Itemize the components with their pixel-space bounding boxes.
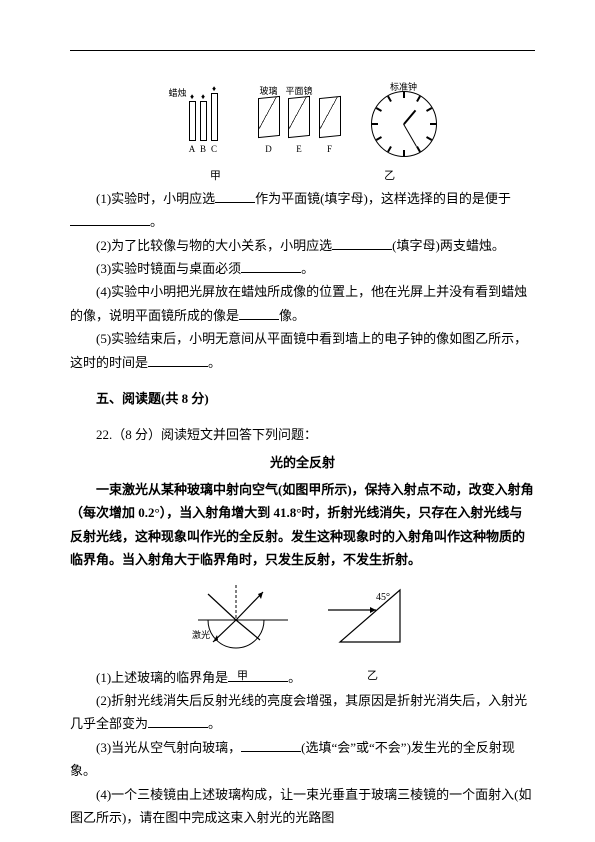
- figure-1-left-label: 甲: [210, 167, 221, 187]
- candles-group: 蜡烛 ♦ A ♦ B ♦ C: [168, 85, 217, 157]
- candle-a: ♦ A: [189, 93, 196, 157]
- q22-1: (1)上述玻璃的临界角是。: [70, 666, 535, 689]
- panels-group: 玻璃 D 平面镜 E F: [258, 83, 341, 157]
- fig2-right-label: 乙: [328, 667, 418, 687]
- figure-1-right-label: 乙: [384, 167, 395, 187]
- angle-text-svg: 45°: [376, 592, 390, 603]
- panel-e: 平面镜 E: [286, 83, 313, 157]
- q4-line: (4)实验中小明把光屏放在蜡烛所成像的位置上，他在光屏上并没有看到蜡烛的像，说明…: [70, 280, 535, 327]
- blank-5[interactable]: [148, 353, 208, 367]
- prism-diagram: 45° 乙: [328, 580, 418, 660]
- section-5-heading: 五、阅读题(共 8 分): [70, 387, 535, 410]
- passage-title: 光的全反射: [70, 451, 535, 474]
- clock-icon: [371, 91, 437, 157]
- q22-head: 22.（8 分）阅读短文并回答下列问题：: [70, 423, 535, 446]
- fig2-left-label: 甲: [188, 667, 298, 687]
- blank-3[interactable]: [241, 259, 301, 273]
- candle-side-label: 蜡烛: [168, 85, 186, 101]
- figure-2: 激光 甲 45° 乙: [70, 580, 535, 660]
- clock-group: 标准钟: [371, 79, 437, 157]
- panel-d: 玻璃 D: [258, 83, 280, 157]
- q1-line: (1)实验时，小明应选作为平面镜(填字母)，这样选择的目的是便于。: [70, 187, 535, 234]
- clock-top-label: 标准钟: [390, 79, 417, 91]
- blank-1a[interactable]: [215, 189, 255, 203]
- q5-line: (5)实验结束后，小明无意间从平面镜中看到墙上的电子钟的像如图乙所示，这时的时间…: [70, 327, 535, 374]
- blank-1b[interactable]: [70, 212, 150, 226]
- q3-line: (3)实验时镜面与桌面必须。: [70, 257, 535, 280]
- passage-text: 一束激光从某种玻璃中射向空气(如图甲所示)，保持入射点不动，改变入射角（每次增加…: [70, 478, 535, 572]
- figure-1-sublabels: 甲 乙: [70, 163, 535, 187]
- q22-3: (3)当光从空气射向玻璃，(选填“会”或“不会”)发生光的全反射现象。: [70, 736, 535, 783]
- q22-2: (2)折射光线消失后反射光线的亮度会增强，其原因是折射光消失后，入射光几乎全部变…: [70, 689, 535, 736]
- panel-f: F: [319, 83, 341, 157]
- blank-4[interactable]: [239, 306, 279, 320]
- figure-1: 蜡烛 ♦ A ♦ B ♦ C 玻璃 D: [70, 79, 535, 157]
- blank-22-3[interactable]: [241, 738, 301, 752]
- q2-line: (2)为了比较像与物的大小关系，小明应选(填字母)两支蜡烛。: [70, 234, 535, 257]
- candle-b: ♦ B: [200, 93, 207, 157]
- q22-4: (4)一个三棱镜由上述玻璃构成，让一束光垂直于玻璃三棱镜的一个面射入(如图乙所示…: [70, 783, 535, 830]
- blank-22-2[interactable]: [148, 714, 208, 728]
- semicircle-diagram: 激光 甲: [188, 580, 298, 660]
- top-rule: [70, 50, 535, 51]
- laser-label-text: 激光: [192, 629, 210, 640]
- blank-2[interactable]: [332, 236, 392, 250]
- candle-c: ♦ C: [211, 85, 218, 157]
